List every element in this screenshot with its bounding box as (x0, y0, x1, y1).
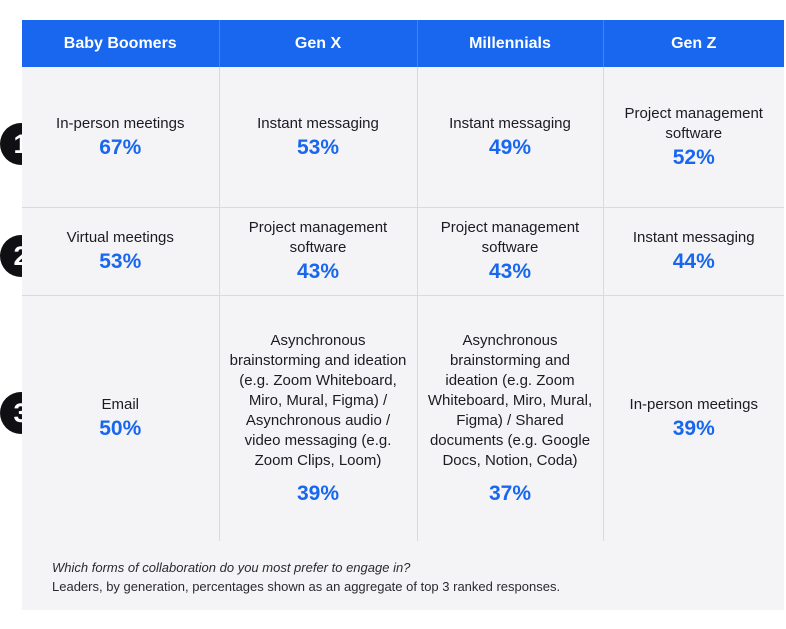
cell-percentage: 43% (296, 260, 340, 283)
cell-label: Project management software (248, 219, 388, 256)
cell-label: In-person meetings (56, 114, 185, 132)
survey-subtitle: Leaders, by generation, percentages show… (52, 579, 561, 594)
cell-percentage: 44% (672, 250, 715, 273)
column-header-baby-boomers: Baby Boomers (22, 20, 220, 67)
cell-label: Asynchronous brainstorming and ideation … (229, 331, 407, 469)
column-header-gen-x: Gen X (219, 20, 418, 67)
cell-percentage: 53% (296, 135, 340, 159)
cell-label: Asynchronous brainstorming and ideation … (427, 331, 593, 469)
cell-percentage: 52% (672, 145, 715, 169)
cell-label: Project management software (624, 104, 763, 142)
cell-percentage: 53% (99, 250, 142, 273)
survey-question: Which forms of collaboration do you most… (52, 560, 411, 575)
cell-boomers-rank-2: Virtual meetings 53% (22, 207, 220, 296)
cell-label: Virtual meetings (66, 229, 174, 246)
table-row-rank-3: Email 50% Asynchronous brainstorming and … (22, 295, 784, 542)
cell-label: Instant messaging (632, 229, 755, 246)
cell-millennials-rank-3: Asynchronous brainstorming and ideation … (417, 295, 604, 542)
column-header-gen-z: Gen Z (603, 20, 784, 67)
cell-label: Instant messaging (449, 114, 571, 132)
cell-genz-rank-2: Instant messaging 44% (603, 207, 784, 296)
cell-genx-rank-2: Project management software 43% (219, 207, 418, 296)
cell-genx-rank-1: Instant messaging 53% (219, 67, 418, 208)
cell-percentage: 49% (488, 135, 532, 159)
collaboration-preference-table: Baby Boomers Gen X Millennials Gen Z In-… (22, 20, 784, 542)
cell-millennials-rank-1: Instant messaging 49% (417, 67, 604, 208)
cell-percentage: 39% (672, 417, 715, 440)
table-row-rank-2: Virtual meetings 53% Project management s… (22, 207, 784, 296)
cell-percentage: 50% (99, 417, 142, 440)
cell-label: Email (101, 396, 139, 413)
table-row-rank-1: In-person meetings 67% Instant messaging 5… (22, 67, 784, 208)
cell-genz-rank-1: Project management software 52% (603, 67, 784, 208)
cell-boomers-rank-3: Email 50% (22, 295, 220, 542)
cell-label: Project management software (440, 219, 580, 256)
cell-label: In-person meetings (629, 396, 758, 413)
generation-table-panel: Baby Boomers Gen X Millennials Gen Z In-… (22, 20, 784, 610)
cell-percentage: 37% (488, 481, 532, 505)
cell-percentage: 39% (296, 481, 340, 505)
cell-percentage: 43% (488, 260, 532, 283)
cell-genx-rank-3: Asynchronous brainstorming and ideation … (219, 295, 418, 542)
cell-boomers-rank-1: In-person meetings 67% (22, 67, 220, 208)
cell-label: Instant messaging (257, 114, 379, 132)
cell-genz-rank-3: In-person meetings 39% (603, 295, 784, 542)
cell-millennials-rank-2: Project management software 43% (417, 207, 604, 296)
header-row: Baby Boomers Gen X Millennials Gen Z (22, 20, 784, 67)
footnote: Which forms of collaboration do you most… (22, 541, 784, 610)
column-header-millennials: Millennials (417, 20, 604, 67)
cell-percentage: 67% (99, 135, 142, 159)
